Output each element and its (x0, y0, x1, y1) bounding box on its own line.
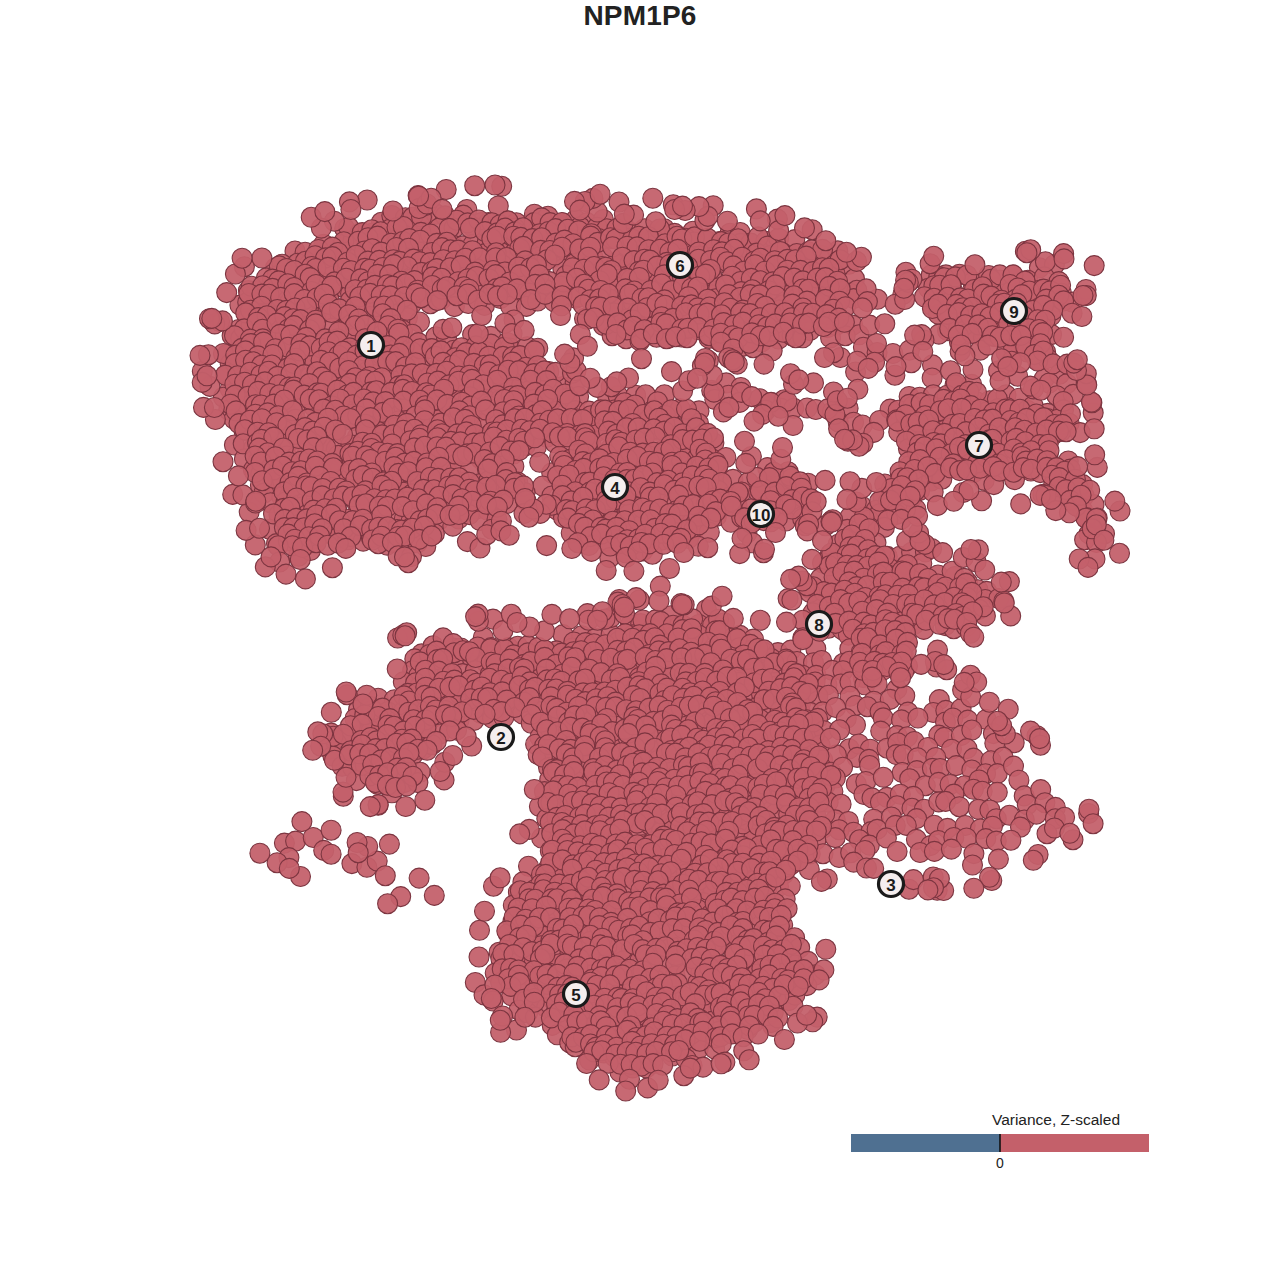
svg-text:5: 5 (571, 986, 580, 1005)
svg-text:2: 2 (496, 729, 505, 748)
svg-text:10: 10 (752, 506, 771, 525)
svg-text:1: 1 (366, 337, 375, 356)
svg-text:9: 9 (1009, 303, 1018, 322)
svg-text:6: 6 (675, 257, 684, 276)
svg-text:3: 3 (886, 876, 895, 895)
svg-text:4: 4 (610, 479, 620, 498)
svg-text:7: 7 (974, 437, 983, 456)
svg-text:8: 8 (814, 616, 823, 635)
